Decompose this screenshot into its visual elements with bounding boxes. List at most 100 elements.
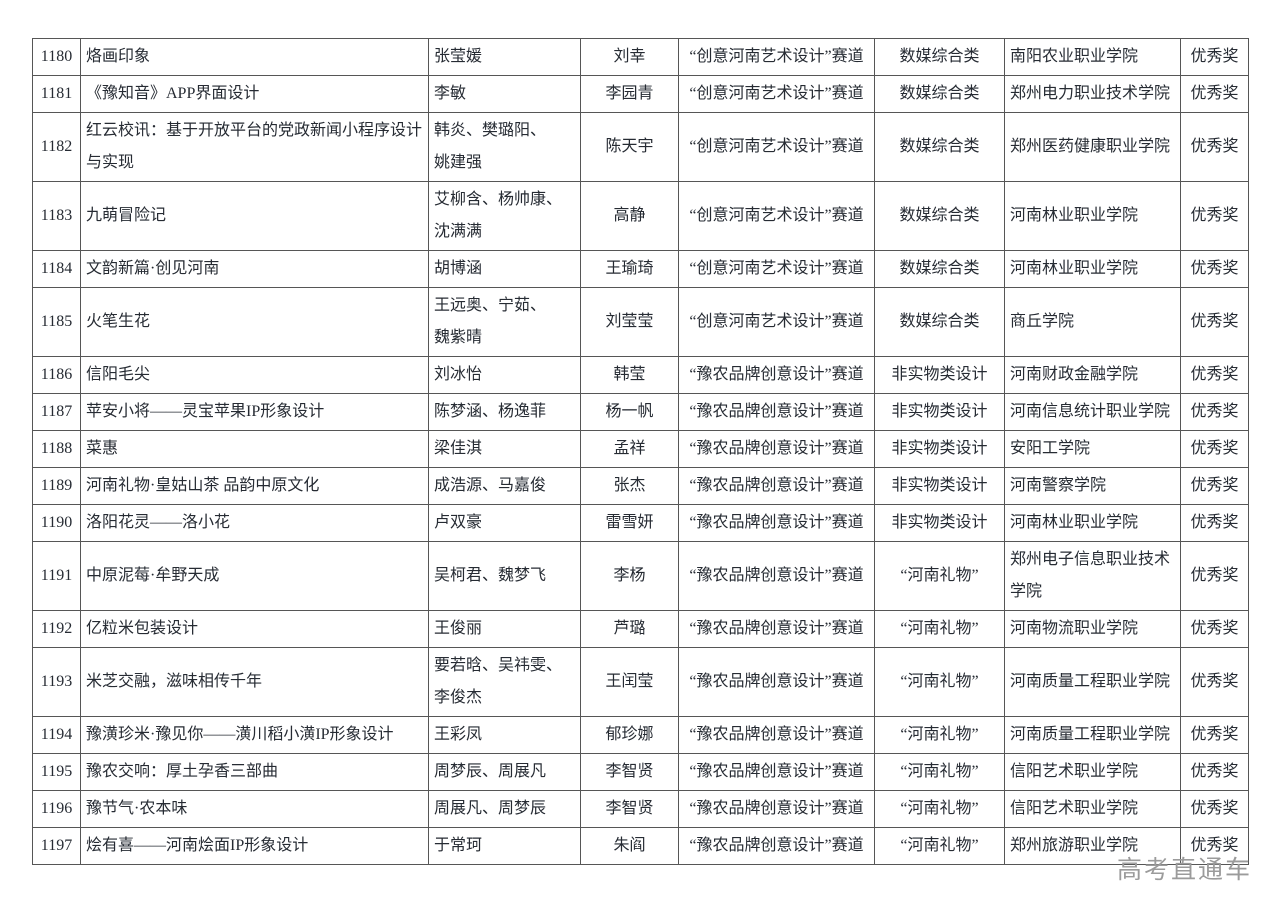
cell-work-title: 烙画印象	[80, 38, 429, 76]
cell-advisor: 张杰	[580, 467, 679, 505]
cell-award: 优秀奖	[1180, 38, 1249, 76]
cell-authors: 陈梦涵、杨逸菲	[428, 393, 581, 431]
cell-track: “创意河南艺术设计”赛道	[678, 287, 875, 357]
table-row: 1186 信阳毛尖 刘冰怡 韩莹 “豫农品牌创意设计”赛道 非实物类设计 河南财…	[32, 356, 1249, 394]
cell-school: 河南林业职业学院	[1004, 181, 1181, 251]
cell-category: “河南礼物”	[874, 610, 1005, 648]
cell-track: “创意河南艺术设计”赛道	[678, 112, 875, 182]
cell-school: 郑州旅游职业学院	[1004, 827, 1181, 865]
cell-award: 优秀奖	[1180, 75, 1249, 113]
cell-authors: 要若晗、吴祎雯、 李俊杰	[428, 647, 581, 717]
table-row: 1190 洛阳花灵——洛小花 卢双豪 雷雪妍 “豫农品牌创意设计”赛道 非实物类…	[32, 504, 1249, 542]
cell-work-title: 火笔生花	[80, 287, 429, 357]
cell-award: 优秀奖	[1180, 356, 1249, 394]
cell-work-title: 菜惠	[80, 430, 429, 468]
table-row: 1180 烙画印象 张莹媛 刘幸 “创意河南艺术设计”赛道 数媒综合类 南阳农业…	[32, 38, 1249, 76]
cell-advisor: 王闰莹	[580, 647, 679, 717]
cell-advisor: 王瑜琦	[580, 250, 679, 288]
cell-entry-number: 1185	[32, 287, 81, 357]
cell-school: 郑州电力职业技术学院	[1004, 75, 1181, 113]
cell-category: 非实物类设计	[874, 504, 1005, 542]
cell-school: 南阳农业职业学院	[1004, 38, 1181, 76]
cell-authors: 王远奥、宁茹、 魏紫晴	[428, 287, 581, 357]
cell-category: 非实物类设计	[874, 393, 1005, 431]
table-row: 1189 河南礼物·皇姑山茶 品韵中原文化 成浩源、马嘉俊 张杰 “豫农品牌创意…	[32, 467, 1249, 505]
cell-award: 优秀奖	[1180, 287, 1249, 357]
cell-entry-number: 1190	[32, 504, 81, 542]
table-row: 1193 米芝交融，滋味相传千年 要若晗、吴祎雯、 李俊杰 王闰莹 “豫农品牌创…	[32, 647, 1249, 717]
cell-track: “豫农品牌创意设计”赛道	[678, 647, 875, 717]
table-row: 1187 苹安小将——灵宝苹果IP形象设计 陈梦涵、杨逸菲 杨一帆 “豫农品牌创…	[32, 393, 1249, 431]
cell-work-title: 烩有喜——河南烩面IP形象设计	[80, 827, 429, 865]
cell-category: 非实物类设计	[874, 467, 1005, 505]
cell-advisor: 孟祥	[580, 430, 679, 468]
cell-school: 河南林业职业学院	[1004, 504, 1181, 542]
cell-advisor: 杨一帆	[580, 393, 679, 431]
cell-authors: 周梦辰、周展凡	[428, 753, 581, 791]
cell-category: “河南礼物”	[874, 790, 1005, 828]
cell-category: “河南礼物”	[874, 827, 1005, 865]
cell-work-title: 豫农交响：厚土孕香三部曲	[80, 753, 429, 791]
cell-category: 非实物类设计	[874, 430, 1005, 468]
cell-track: “创意河南艺术设计”赛道	[678, 75, 875, 113]
cell-category: “河南礼物”	[874, 541, 1005, 611]
cell-category: 数媒综合类	[874, 250, 1005, 288]
cell-track: “创意河南艺术设计”赛道	[678, 181, 875, 251]
cell-track: “豫农品牌创意设计”赛道	[678, 393, 875, 431]
cell-authors: 刘冰怡	[428, 356, 581, 394]
table-row: 1194 豫潢珍米·豫见你——潢川稻小潢IP形象设计 王彩凤 郁珍娜 “豫农品牌…	[32, 716, 1249, 754]
table-row: 1196 豫节气·农本味 周展凡、周梦辰 李智贤 “豫农品牌创意设计”赛道 “河…	[32, 790, 1249, 828]
cell-school: 安阳工学院	[1004, 430, 1181, 468]
cell-award: 优秀奖	[1180, 610, 1249, 648]
cell-work-title: 米芝交融，滋味相传千年	[80, 647, 429, 717]
cell-entry-number: 1197	[32, 827, 81, 865]
cell-authors: 卢双豪	[428, 504, 581, 542]
cell-award: 优秀奖	[1180, 753, 1249, 791]
cell-authors: 艾柳含、杨帅康、 沈满满	[428, 181, 581, 251]
cell-award: 优秀奖	[1180, 827, 1249, 865]
watermark-text: 高考直通车	[1116, 856, 1252, 884]
cell-school: 河南林业职业学院	[1004, 250, 1181, 288]
cell-advisor: 韩莹	[580, 356, 679, 394]
cell-work-title: 九萌冒险记	[80, 181, 429, 251]
cell-entry-number: 1195	[32, 753, 81, 791]
cell-school: 河南财政金融学院	[1004, 356, 1181, 394]
cell-award: 优秀奖	[1180, 790, 1249, 828]
cell-category: “河南礼物”	[874, 753, 1005, 791]
cell-award: 优秀奖	[1180, 112, 1249, 182]
cell-award: 优秀奖	[1180, 504, 1249, 542]
cell-category: “河南礼物”	[874, 647, 1005, 717]
cell-school: 河南质量工程职业学院	[1004, 716, 1181, 754]
cell-award: 优秀奖	[1180, 716, 1249, 754]
table-row: 1185 火笔生花 王远奥、宁茹、 魏紫晴 刘莹莹 “创意河南艺术设计”赛道 数…	[32, 287, 1249, 357]
cell-work-title: 《豫知音》APP界面设计	[80, 75, 429, 113]
cell-work-title: 信阳毛尖	[80, 356, 429, 394]
cell-work-title: 豫节气·农本味	[80, 790, 429, 828]
cell-authors: 梁佳淇	[428, 430, 581, 468]
cell-work-title: 河南礼物·皇姑山茶 品韵中原文化	[80, 467, 429, 505]
cell-school: 商丘学院	[1004, 287, 1181, 357]
cell-authors: 王俊丽	[428, 610, 581, 648]
cell-advisor: 雷雪妍	[580, 504, 679, 542]
cell-entry-number: 1186	[32, 356, 81, 394]
table-row: 1192 亿粒米包装设计 王俊丽 芦璐 “豫农品牌创意设计”赛道 “河南礼物” …	[32, 610, 1249, 648]
cell-track: “豫农品牌创意设计”赛道	[678, 430, 875, 468]
cell-advisor: 郁珍娜	[580, 716, 679, 754]
cell-track: “豫农品牌创意设计”赛道	[678, 827, 875, 865]
award-results-table: 1180 烙画印象 张莹媛 刘幸 “创意河南艺术设计”赛道 数媒综合类 南阳农业…	[32, 38, 1249, 865]
cell-authors: 于常珂	[428, 827, 581, 865]
cell-advisor: 李园青	[580, 75, 679, 113]
cell-category: 数媒综合类	[874, 38, 1005, 76]
cell-award: 优秀奖	[1180, 393, 1249, 431]
cell-advisor: 刘幸	[580, 38, 679, 76]
cell-track: “豫农品牌创意设计”赛道	[678, 753, 875, 791]
cell-entry-number: 1183	[32, 181, 81, 251]
cell-category: 非实物类设计	[874, 356, 1005, 394]
cell-entry-number: 1184	[32, 250, 81, 288]
cell-authors: 胡博涵	[428, 250, 581, 288]
cell-entry-number: 1194	[32, 716, 81, 754]
cell-school: 河南警察学院	[1004, 467, 1181, 505]
cell-entry-number: 1196	[32, 790, 81, 828]
cell-award: 优秀奖	[1180, 181, 1249, 251]
